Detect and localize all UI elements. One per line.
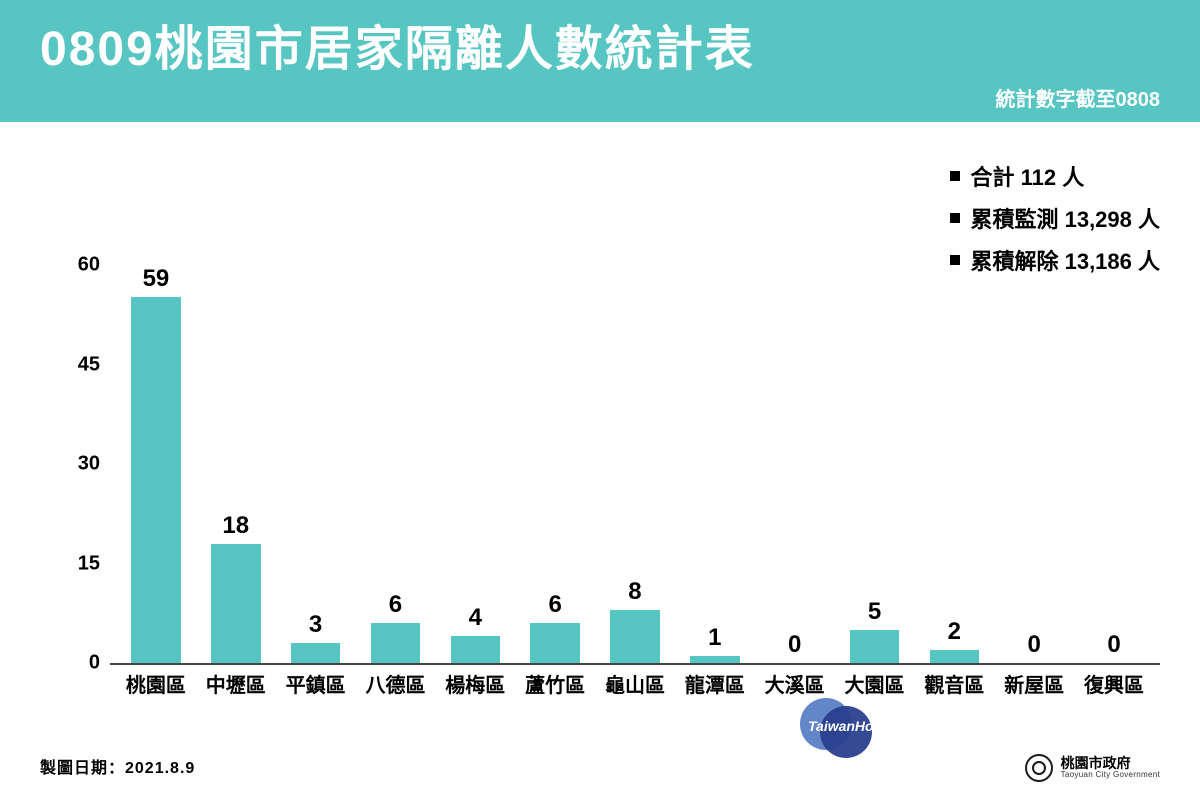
gov-badge: 桃園市政府 Taoyuan City Government: [1025, 754, 1160, 782]
gov-name-en: Taoyuan City Government: [1061, 771, 1160, 779]
bar-value-label: 8: [628, 578, 641, 606]
bar-value-label: 4: [469, 604, 482, 632]
x-label: 觀音區: [914, 665, 994, 695]
bar-value-label: 2: [948, 618, 961, 646]
bar-rect: [850, 630, 900, 663]
bar-slot: 3: [276, 265, 356, 663]
x-label: 龍潭區: [675, 665, 755, 695]
y-tick: 0: [60, 652, 100, 675]
gov-text: 桃園市政府 Taoyuan City Government: [1061, 756, 1160, 779]
y-tick: 30: [60, 453, 100, 476]
bar-value-label: 5: [868, 598, 881, 626]
bar-value-label: 6: [548, 591, 561, 619]
legend-item-monitored: 累積監測 13,298 人: [950, 202, 1160, 234]
legend-label: 累積監測 13,298 人: [970, 202, 1160, 234]
bar-value-label: 6: [389, 591, 402, 619]
x-label: 大園區: [835, 665, 915, 695]
x-label: 平鎮區: [276, 665, 356, 695]
legend-item-total: 合計 112 人: [950, 160, 1160, 192]
bar-rect: [451, 636, 501, 663]
page-title: 0809桃園市居家隔離人數統計表: [40, 22, 1160, 77]
footer-date: 製圖日期：2021.8.9: [40, 754, 195, 778]
bar-slot: 59: [116, 265, 196, 663]
bar-value-label: 3: [309, 611, 322, 639]
bar-chart: 591836468105200 015304560 桃園區中壢區平鎮區八德區楊梅…: [60, 265, 1160, 695]
x-label: 楊梅區: [435, 665, 515, 695]
x-label: 中壢區: [196, 665, 276, 695]
watermark: TaiwanHot: [800, 692, 872, 764]
bar-slot: 8: [595, 265, 675, 663]
bar-rect: [930, 650, 980, 663]
bar-value-label: 0: [788, 631, 801, 659]
bar-value-label: 59: [143, 265, 170, 293]
bar-slot: 0: [755, 265, 835, 663]
bar-slot: 0: [1074, 265, 1154, 663]
page-subtitle: 統計數字截至0808: [40, 83, 1160, 112]
bar-slot: 1: [675, 265, 755, 663]
bar-rect: [131, 297, 181, 663]
bar-slot: 2: [914, 265, 994, 663]
seal-icon: [1025, 754, 1053, 782]
bar-value-label: 0: [1028, 631, 1041, 659]
bar-slot: 6: [515, 265, 595, 663]
x-label: 大溪區: [755, 665, 835, 695]
bar-slot: 0: [994, 265, 1074, 663]
bar-rect: [371, 623, 421, 663]
bar-slot: 6: [356, 265, 436, 663]
page-root: 0809桃園市居家隔離人數統計表 統計數字截至0808 合計 112 人 累積監…: [0, 0, 1200, 800]
bars-container: 591836468105200: [110, 265, 1160, 663]
bar-rect: [610, 610, 660, 663]
bar-value-label: 1: [708, 624, 721, 652]
x-label: 復興區: [1074, 665, 1154, 695]
square-icon: [950, 171, 960, 181]
square-icon: [950, 213, 960, 223]
x-label: 蘆竹區: [515, 665, 595, 695]
x-label: 龜山區: [595, 665, 675, 695]
bar-slot: 18: [196, 265, 276, 663]
bar-rect: [530, 623, 580, 663]
y-tick: 60: [60, 254, 100, 277]
plot-area: 591836468105200 015304560: [110, 265, 1160, 665]
x-label: 八德區: [356, 665, 436, 695]
legend-label: 合計 112 人: [970, 160, 1084, 192]
watermark-text: TaiwanHot: [808, 718, 878, 734]
x-axis-labels: 桃園區中壢區平鎮區八德區楊梅區蘆竹區龜山區龍潭區大溪區大園區觀音區新屋區復興區: [110, 665, 1160, 695]
x-label: 桃園區: [116, 665, 196, 695]
bar-value-label: 0: [1107, 631, 1120, 659]
gov-name-zh: 桃園市政府: [1061, 756, 1160, 771]
legend: 合計 112 人 累積監測 13,298 人 累積解除 13,186 人: [950, 160, 1160, 276]
bar-slot: 4: [435, 265, 515, 663]
y-tick: 15: [60, 552, 100, 575]
square-icon: [950, 255, 960, 265]
header: 0809桃園市居家隔離人數統計表 統計數字截至0808: [0, 0, 1200, 122]
bar-rect: [211, 544, 261, 663]
bar-value-label: 18: [222, 512, 249, 540]
bar-rect: [291, 643, 341, 663]
bar-slot: 5: [835, 265, 915, 663]
x-label: 新屋區: [994, 665, 1074, 695]
y-tick: 45: [60, 353, 100, 376]
bar-rect: [690, 656, 740, 663]
